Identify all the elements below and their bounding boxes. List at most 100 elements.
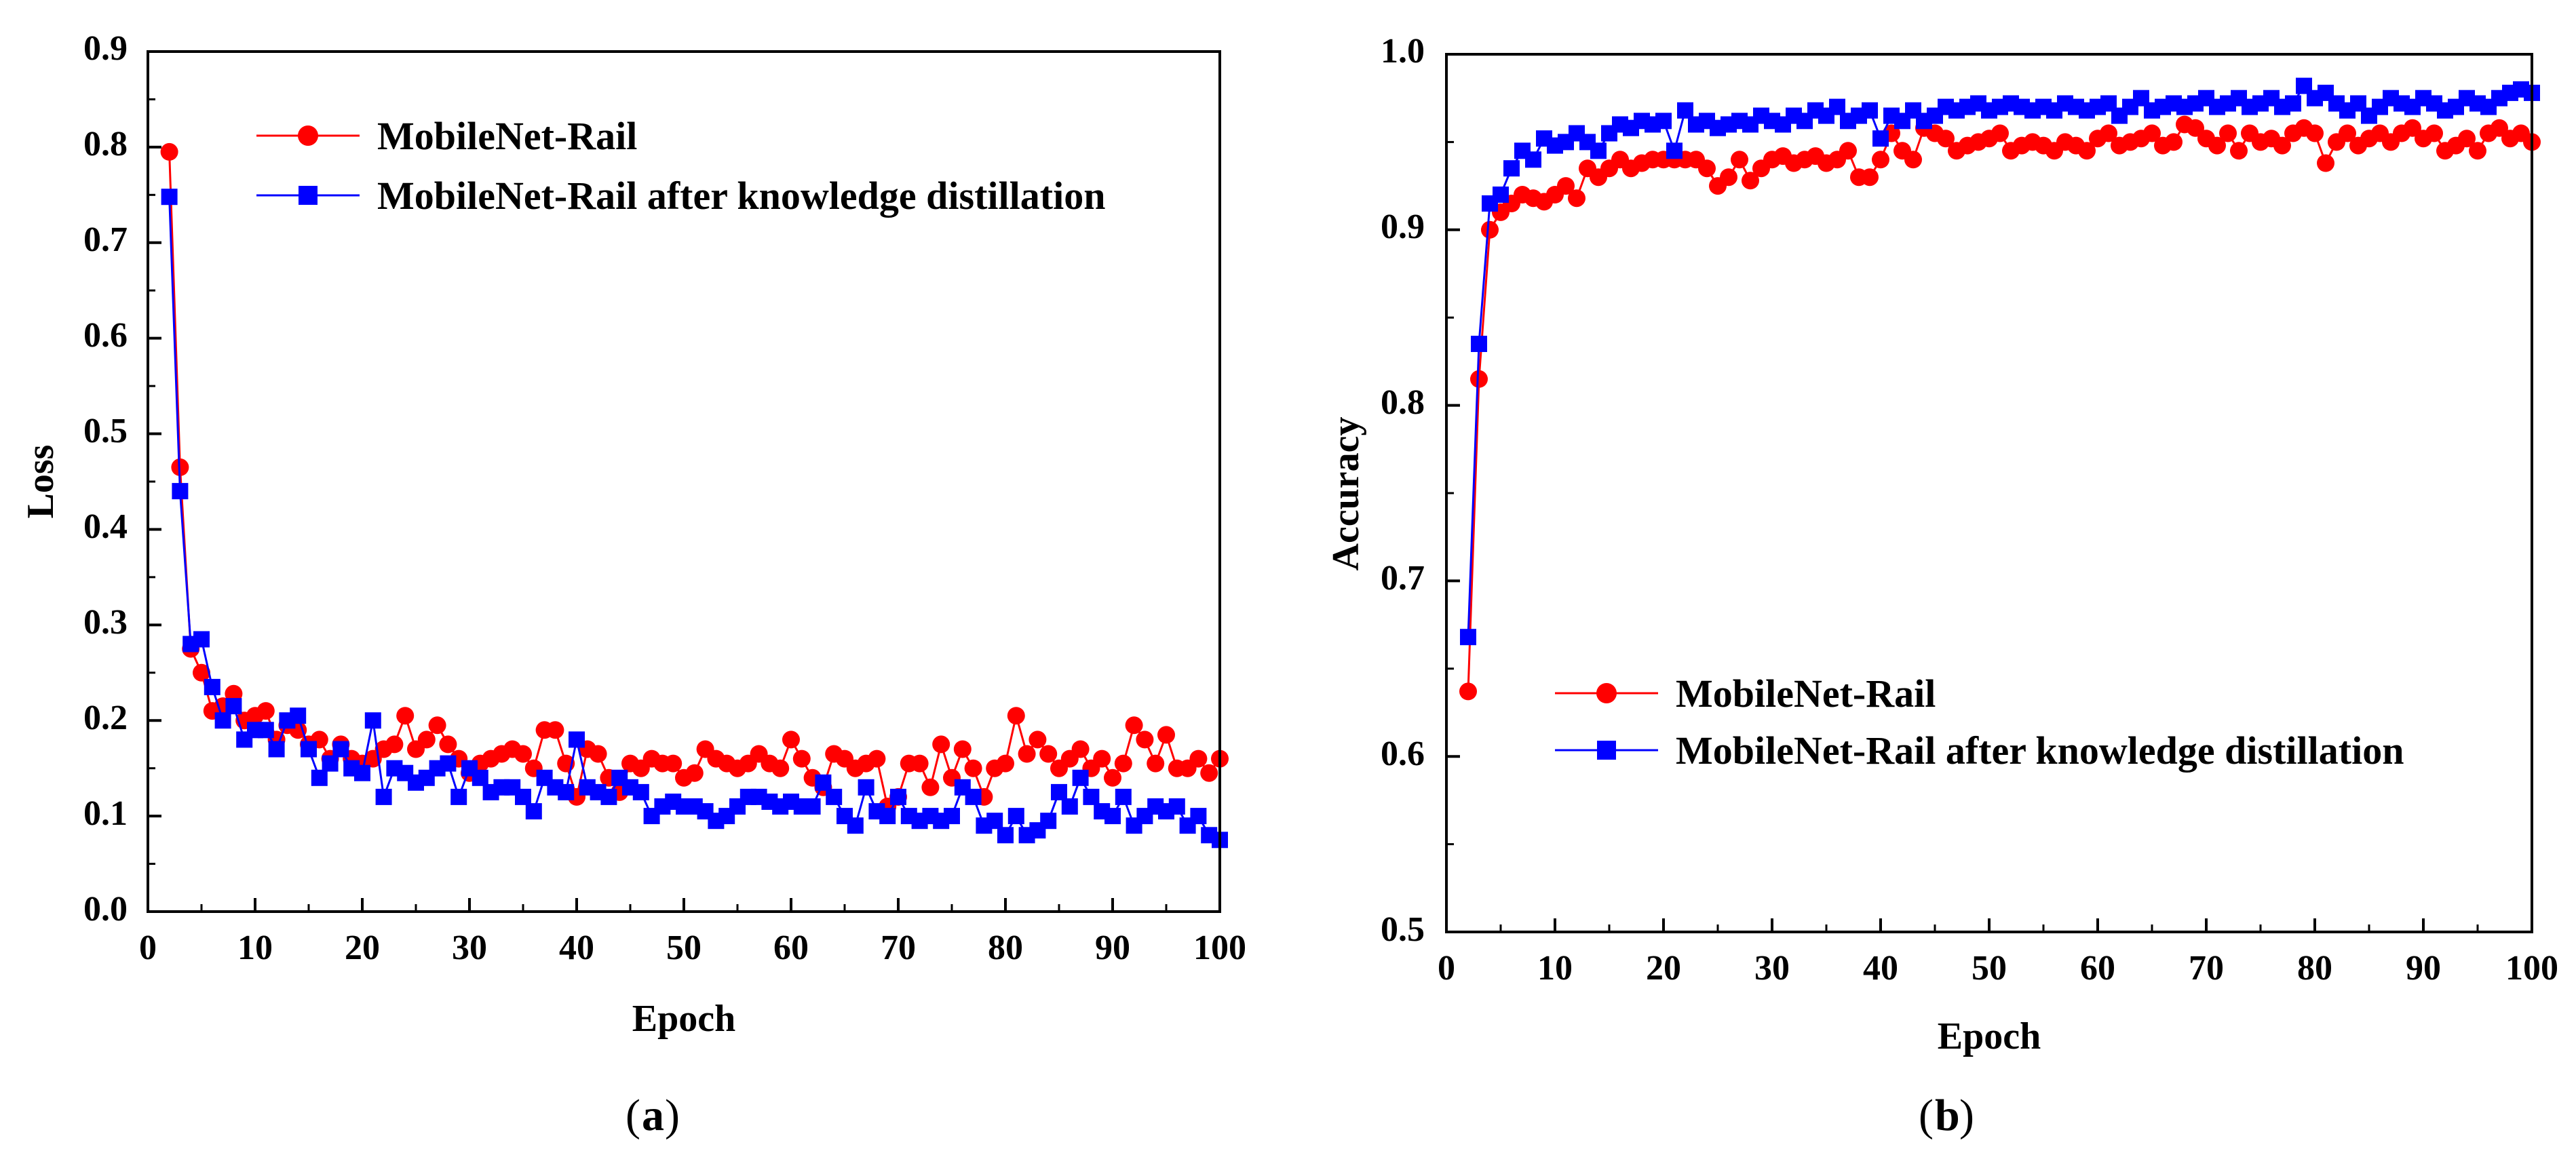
chart-a-series-1-point — [932, 735, 950, 754]
chart-a-series-2-point — [632, 783, 649, 800]
chart-a-ytick-label: 0.5 — [83, 412, 128, 450]
chart-a-series-2-point — [569, 731, 585, 748]
chart-a-series-2-point — [354, 764, 370, 781]
chart-b-series-1-point — [2339, 124, 2356, 142]
chart-b-series-2-point — [1460, 629, 1476, 646]
chart-b-legend: MobileNet-Rail MobileNet-Rail after know… — [1555, 671, 2404, 773]
chart-a-series-1-point — [910, 754, 929, 773]
chart-a-series-2-point — [1104, 808, 1121, 825]
chart-a-xtick-label: 70 — [881, 929, 916, 967]
chart-b-series-1-point — [2469, 142, 2486, 160]
chart-a-series-2-point — [225, 698, 242, 715]
chart-a-ytick-label: 0.3 — [83, 603, 128, 642]
chart-b-series-2 — [1460, 77, 2540, 646]
chart-b-series-1-point — [1568, 189, 1585, 208]
chart-a-series-1-point — [428, 716, 446, 735]
chart-a-series-2-point — [172, 483, 189, 500]
chart-b-series-1-point — [2491, 119, 2508, 137]
chart-a-series-1-point — [953, 740, 972, 758]
chart-b-series-1-point — [1991, 124, 2009, 142]
chart-a-series-1-point — [1007, 707, 1025, 725]
chart-a-legend-marker-1 — [298, 125, 318, 146]
chart-a-series-2-point — [1007, 808, 1024, 825]
chart-a-xtick-label: 100 — [1193, 929, 1246, 967]
chart-a-series-1-point — [439, 735, 457, 754]
chart-a-series-1-point — [546, 721, 564, 739]
chart-b-series-1-line — [1467, 123, 2533, 692]
chart-b-legend-label-1: MobileNet-Rail — [1676, 671, 1936, 716]
chart-b-series-1-point — [1742, 172, 1759, 190]
chart-a-ytick-label: 0.6 — [83, 316, 128, 355]
chart-a-series-2-point — [986, 813, 1003, 830]
chart-b-series-1-point — [1557, 177, 1575, 195]
chart-a-series-1-point — [1114, 754, 1132, 773]
chart-a-series-1-point — [1029, 731, 1047, 749]
chart-a-series-2-point — [997, 827, 1014, 844]
chart-b-x-axis-label: Epoch — [1938, 1015, 2041, 1057]
chart-a-series-1-point — [782, 731, 800, 749]
chart-b-ytick-label: 0.9 — [1381, 208, 1425, 246]
chart-a-series-1-point — [1104, 768, 1121, 787]
chart-a-series-2-point — [193, 631, 210, 648]
chart-b-series-1-point — [2306, 124, 2324, 142]
chart-a-series-2-point — [858, 779, 874, 796]
chart-b-series-2-point — [2285, 95, 2301, 112]
chart-a-series-1-point — [685, 764, 704, 782]
chart-b-series-group — [1459, 77, 2541, 701]
chart-a-series-1-point — [256, 702, 275, 720]
chart-a-series-1-point — [1147, 754, 1165, 773]
chart-a-caption-letter: a — [642, 1091, 664, 1140]
chart-a-series-2-point — [826, 788, 843, 805]
chart-a-series-1-line — [168, 151, 1221, 809]
chart-b-ytick-label: 0.6 — [1381, 735, 1425, 773]
chart-b-series-1-point — [2425, 124, 2443, 142]
chart-a-xtick-label: 40 — [559, 929, 594, 967]
chart-a-series-2-point — [311, 769, 328, 786]
chart-a-series-2-point — [890, 788, 906, 805]
chart-a-series-2-point — [847, 817, 864, 834]
chart-b-xtick-label: 30 — [1754, 949, 1790, 988]
chart-a-series-1-point — [1093, 749, 1111, 768]
chart-a-legend: MobileNet-Rail MobileNet-Rail after know… — [256, 114, 1105, 218]
chart-b-series-2-point — [1677, 102, 1693, 119]
chart-a-xtick-label: 30 — [452, 929, 487, 967]
chart-b-caption-close-paren: ) — [1959, 1091, 1974, 1140]
chart-a-xtick-labels: 0 10 20 30 40 50 60 70 80 90 100 — [139, 929, 1246, 967]
chart-a-ytick-label: 0.2 — [83, 699, 128, 737]
chart-a-series-2-point — [332, 741, 349, 758]
chart-a-series-1-point — [921, 778, 940, 796]
chart-a-series-2-point — [1072, 769, 1089, 786]
chart-b-series-1-point — [1861, 168, 1879, 187]
chart-b-xtick-label: 40 — [1863, 949, 1898, 988]
chart-a-series-1-point — [1039, 745, 1058, 763]
chart-a-series-2-point — [515, 788, 531, 805]
chart-b-series-1-point — [1839, 142, 1857, 160]
chart-b-series-1-point — [2143, 124, 2161, 142]
chart-b-xtick-label: 20 — [1646, 949, 1681, 988]
chart-a-series-1 — [160, 142, 1229, 815]
chart-a-series-1-point — [396, 707, 415, 725]
chart-a-series-2-point — [440, 755, 457, 772]
chart-b-series-1-point — [1937, 130, 1955, 148]
chart-a-series-1-point — [193, 663, 210, 682]
chart-b-series-2-point — [1471, 336, 1487, 352]
chart-b-legend-label-2: MobileNet-Rail after knowledge distillat… — [1676, 728, 2404, 773]
chart-a-series-2-point — [1115, 788, 1132, 805]
chart-b-series-2-point — [1666, 142, 1683, 159]
chart-b-series-1-point — [2187, 119, 2204, 137]
chart-a-series-2-point — [301, 741, 317, 758]
chart-b-y-axis-label: Accuracy — [1325, 416, 1367, 570]
chart-a-series-2-point — [879, 808, 896, 825]
chart-a-ytick-labels: 0.0 0.1 0.2 0.3 0.4 0.5 0.6 0.7 0.8 0.9 — [83, 29, 128, 929]
chart-b-series-2-point — [1829, 98, 1845, 115]
chart-b-series-2-point — [1655, 113, 1672, 130]
chart-a-series-1-point — [1018, 745, 1036, 763]
chart-a-series-2-point — [815, 774, 832, 791]
chart-a-xtick-label: 80 — [988, 929, 1023, 967]
chart-b-ytick-label: 0.8 — [1381, 383, 1425, 422]
chart-b-legend-marker-2 — [1597, 741, 1616, 760]
chart-a-caption-close-paren: ) — [665, 1091, 680, 1140]
chart-a-series-2-point — [1040, 813, 1057, 830]
chart-b-series-1-point — [2100, 124, 2117, 142]
chart-b-xtick-label: 50 — [1972, 949, 2007, 988]
